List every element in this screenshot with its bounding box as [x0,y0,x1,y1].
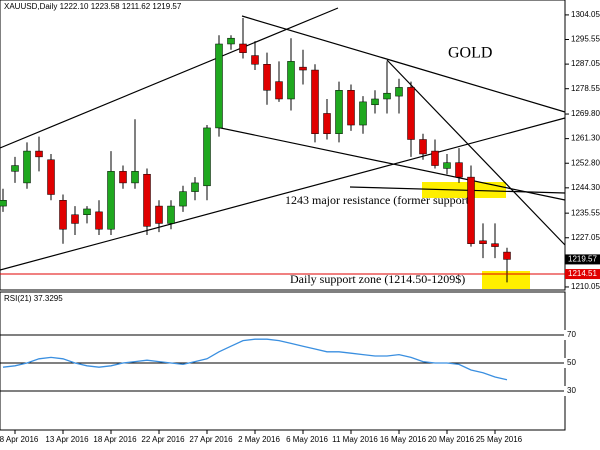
candle-body [11,165,19,172]
candle-body [491,243,499,247]
candle-body [0,200,7,207]
trendline [241,15,566,113]
header: XAUUSD,Daily 1222.10 1223.58 1211.62 121… [4,2,182,11]
candle-body [419,139,427,155]
candle-body [251,55,259,65]
candle-body [215,43,223,129]
y-tick-label: 1235.55 [571,208,600,217]
trendline [386,59,566,246]
y-tick-label: 1252.80 [571,158,600,167]
candle-body [347,90,355,126]
rsi-panel [0,291,566,431]
price-label-bg [565,254,600,265]
candle-body [479,240,487,244]
trendline [0,117,566,271]
y-tick-label: 1278.55 [571,84,600,93]
y-tick-label: 70 [567,330,576,339]
y-tick-label: 1287.05 [571,59,600,68]
candle-body [239,43,247,53]
annotation: Daily support zone (1214.50-1209$) [290,272,465,286]
price-label-bg [565,269,600,280]
x-tick-label: 6 May 2016 [286,435,328,444]
candle-body [95,211,103,230]
candle-body [431,150,439,166]
price-panel [0,0,566,291]
annotation: 1243 major resistance (former support) [285,193,473,207]
candle-body [23,150,31,184]
rsi-line [2,338,508,381]
price-label: 1219.57 [568,255,597,264]
candle-body [323,113,331,134]
x-tick-label: 11 May 2016 [332,435,378,444]
x-tick-label: 16 May 2016 [380,435,427,444]
price-label: 1214.51 [568,269,597,278]
x-tick-label: 18 Apr 2016 [93,435,137,444]
candle-body [191,182,199,192]
trendlines [0,7,566,271]
candle-body [47,159,55,195]
candle-body [359,101,367,126]
candle-body [395,87,403,97]
x-tick-label: 25 May 2016 [476,435,523,444]
candle-body [131,171,139,184]
y-tick-label: 1261.30 [571,134,600,143]
x-tick-label: 13 Apr 2016 [45,435,89,444]
candle-body [143,173,151,227]
candle-body [167,205,175,224]
annotation: GOLD [448,45,492,62]
x-tick-label: 20 May 2016 [428,435,475,444]
candle-body [443,162,451,169]
trendline [349,186,566,194]
y-tick-label: 1269.80 [571,109,600,118]
trendline [0,7,339,149]
candle-body [107,171,115,230]
x-tick-label: 22 Apr 2016 [141,435,185,444]
candle-body [335,90,343,134]
candle-body [203,127,211,187]
candle-body [83,208,91,216]
x-tick-label: 27 Apr 2016 [189,435,233,444]
candle-body [287,61,295,100]
candle-body [59,200,67,230]
candle-body [35,150,43,158]
candle-body [407,87,415,140]
candle-body [119,171,127,184]
level-label-bg [564,330,576,340]
candle-body [275,81,283,100]
candle-body [155,205,163,224]
trendline [215,126,566,201]
y-tick-label: 1304.05 [571,10,600,19]
candle-body [455,162,463,178]
candle-body [311,69,319,134]
y-tick-label: 1227.05 [571,233,600,242]
candle-body [371,98,379,106]
y-tick-label: 30 [567,386,576,395]
rsi-title: RSI(21) 37.3295 [4,294,63,303]
y-tick-label: 50 [567,358,576,367]
candle-body [179,191,187,207]
candle-body [263,64,271,91]
candle-body [467,176,475,244]
candle-body [383,92,391,100]
candle-body [71,214,79,224]
support-zone [482,271,530,289]
candle-body [299,66,307,71]
level-label-bg [564,386,576,396]
x-tick-label: 8 Apr 2016 [0,435,39,444]
x-tick-label: 2 May 2016 [238,435,280,444]
y-tick-label: 1210.05 [571,282,600,291]
candle-body [227,37,235,45]
y-tick-label: 1295.55 [571,35,600,44]
y-tick-label: 1244.30 [571,183,600,192]
candle-body [503,251,511,260]
level-label-bg [564,358,576,368]
